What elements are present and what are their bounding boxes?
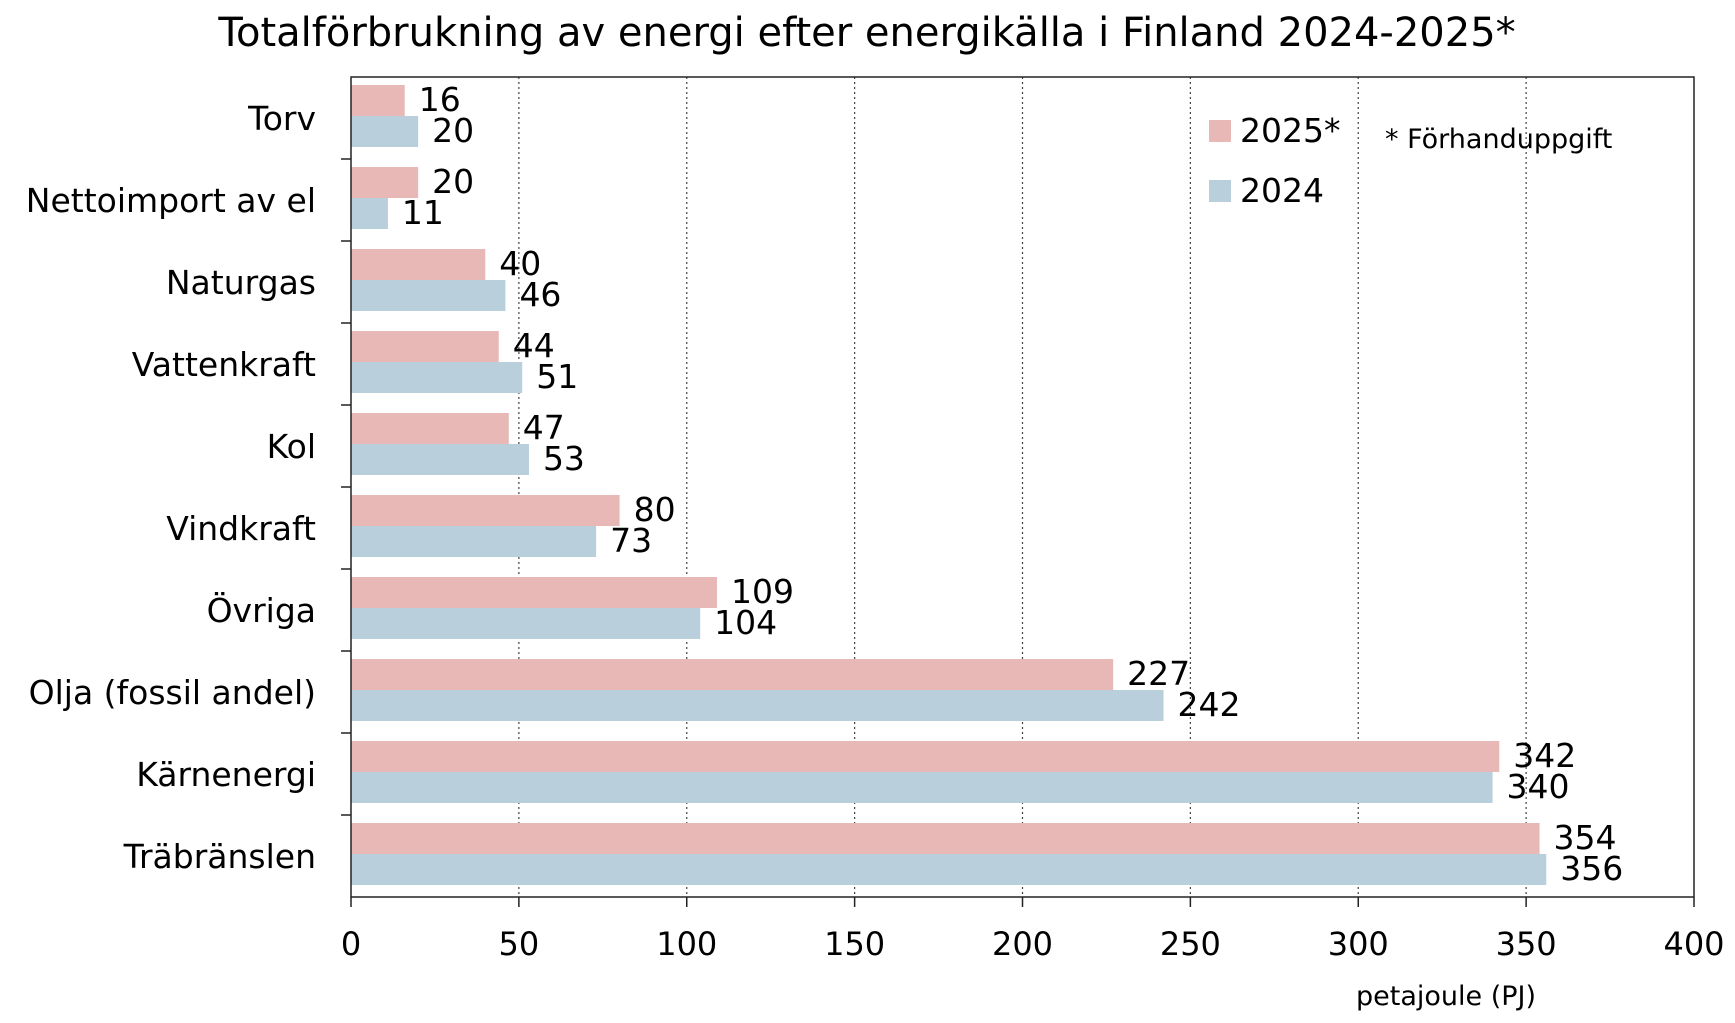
data-label: 73 bbox=[610, 521, 652, 560]
bar-series-1 bbox=[351, 85, 405, 116]
plot-frame bbox=[350, 76, 1695, 898]
category-label: Övriga bbox=[207, 590, 316, 630]
x-tick-label: 350 bbox=[1496, 925, 1557, 963]
data-label: 20 bbox=[432, 111, 474, 150]
data-label: 47 bbox=[523, 408, 565, 447]
bar-series-2 bbox=[351, 362, 523, 393]
bar-series-1 bbox=[351, 249, 486, 280]
data-label: 227 bbox=[1127, 654, 1190, 693]
bar-series-1 bbox=[351, 823, 1540, 854]
data-label: 340 bbox=[1507, 767, 1570, 806]
bar-series-1 bbox=[351, 167, 419, 198]
bar-series-2 bbox=[351, 854, 1547, 885]
data-label: 354 bbox=[1554, 818, 1617, 857]
data-label: 242 bbox=[1178, 685, 1241, 724]
category-label: Torv bbox=[247, 99, 316, 138]
x-tick-label: 250 bbox=[1160, 925, 1221, 963]
category-label: Träbränslen bbox=[123, 837, 316, 876]
bar-series-2 bbox=[351, 690, 1164, 721]
bar-series-1 bbox=[351, 741, 1500, 772]
legend-swatch bbox=[1209, 120, 1231, 142]
bars-layer bbox=[351, 85, 1547, 885]
data-label: 16 bbox=[419, 80, 461, 119]
bar-series-2 bbox=[351, 526, 597, 557]
bar-series-2 bbox=[351, 444, 529, 475]
category-label: Olja (fossil andel) bbox=[29, 673, 316, 712]
data-label: 342 bbox=[1513, 736, 1576, 775]
bar-series-2 bbox=[351, 116, 419, 147]
category-label: Naturgas bbox=[166, 263, 316, 302]
bar-series-2 bbox=[351, 198, 388, 229]
category-label: Kol bbox=[267, 427, 316, 466]
x-tick-label: 0 bbox=[341, 925, 361, 963]
data-label: 20 bbox=[432, 162, 474, 201]
category-label: Kärnenergi bbox=[136, 755, 316, 794]
data-label: 53 bbox=[543, 439, 585, 478]
bar-series-2 bbox=[351, 280, 506, 311]
x-tick-label: 400 bbox=[1663, 925, 1724, 963]
data-label: 44 bbox=[513, 326, 555, 365]
x-tick-label: 200 bbox=[992, 925, 1053, 963]
data-label: 80 bbox=[634, 490, 676, 529]
chart-title: Totalförbrukning av energi efter energik… bbox=[217, 10, 1515, 56]
x-axis-unit-label: petajoule (PJ) bbox=[1356, 981, 1536, 1012]
bar-series-1 bbox=[351, 413, 509, 444]
x-tick-label: 100 bbox=[656, 925, 717, 963]
data-label: 46 bbox=[519, 275, 561, 314]
category-label: Vattenkraft bbox=[132, 345, 316, 384]
x-tick-label: 50 bbox=[499, 925, 540, 963]
data-label: 11 bbox=[402, 193, 444, 232]
footnote-text: * Förhanduppgift bbox=[1385, 124, 1612, 155]
x-tick-label: 300 bbox=[1328, 925, 1389, 963]
data-label: 51 bbox=[536, 357, 578, 396]
legend: 2025* 2024 bbox=[1209, 111, 1340, 210]
bar-series-1 bbox=[351, 495, 620, 526]
data-label: 356 bbox=[1560, 849, 1623, 888]
bar-series-1 bbox=[351, 577, 717, 608]
legend-label: 2024 bbox=[1240, 171, 1324, 210]
bar-series-1 bbox=[351, 659, 1114, 690]
x-tick-label: 150 bbox=[824, 925, 885, 963]
bar-series-1 bbox=[351, 331, 499, 362]
category-label: Nettoimport av el bbox=[26, 181, 316, 220]
data-label: 104 bbox=[714, 603, 777, 642]
legend-swatch bbox=[1209, 180, 1231, 202]
legend-label: 2025* bbox=[1240, 111, 1340, 150]
grid-layer bbox=[518, 77, 1527, 897]
bar-series-2 bbox=[351, 608, 701, 639]
data-label: 109 bbox=[731, 572, 794, 611]
frame-layer bbox=[341, 76, 1695, 907]
bar-series-2 bbox=[351, 772, 1493, 803]
category-label: Vindkraft bbox=[166, 509, 316, 548]
labels-layer: 0 50 100 150 200 250 300 350 4001620Torv2011Nett… bbox=[26, 80, 1725, 963]
data-label: 40 bbox=[499, 244, 541, 283]
